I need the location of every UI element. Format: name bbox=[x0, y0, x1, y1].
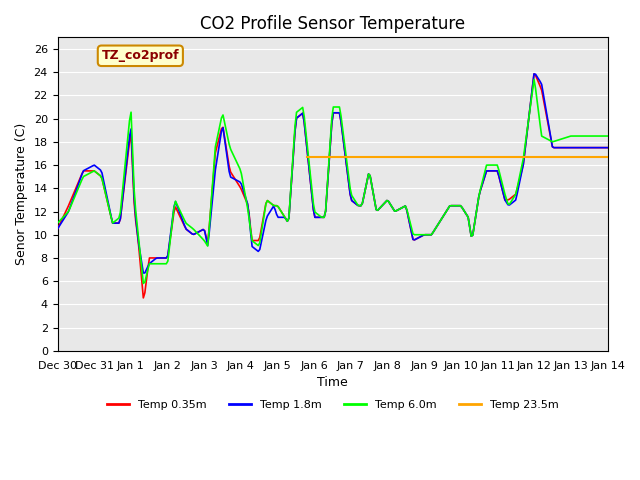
X-axis label: Time: Time bbox=[317, 376, 348, 389]
Text: TZ_co2prof: TZ_co2prof bbox=[102, 49, 179, 62]
Title: CO2 Profile Sensor Temperature: CO2 Profile Sensor Temperature bbox=[200, 15, 465, 33]
Y-axis label: Senor Temperature (C): Senor Temperature (C) bbox=[15, 123, 28, 265]
Legend: Temp 0.35m, Temp 1.8m, Temp 6.0m, Temp 23.5m: Temp 0.35m, Temp 1.8m, Temp 6.0m, Temp 2… bbox=[102, 396, 563, 414]
